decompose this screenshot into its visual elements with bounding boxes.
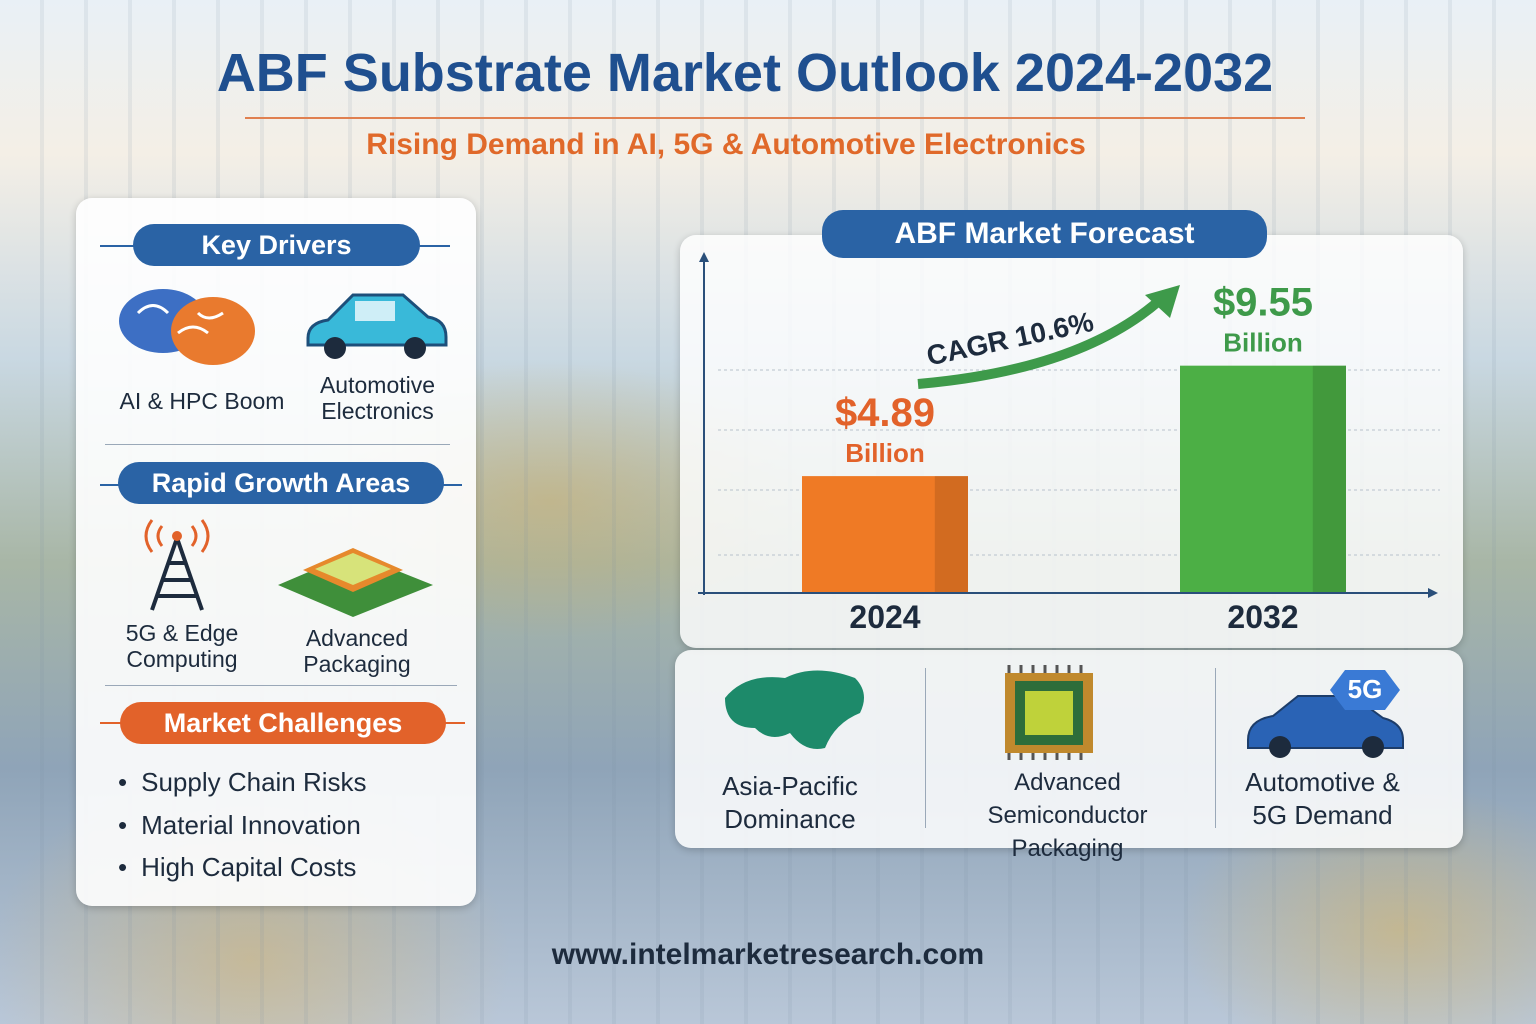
growth-arrow — [917, 296, 1164, 389]
driver-label: AI & HPC Boom — [119, 388, 285, 414]
challenges-heading: Market Challenges — [120, 702, 446, 744]
5g-badge: 5G — [1347, 674, 1383, 704]
highlight-label: Automotive & 5G Demand — [1245, 767, 1400, 830]
car-icon — [306, 293, 448, 359]
bar-shade — [1312, 365, 1346, 592]
key-drivers-heading: Key Drivers — [133, 224, 420, 266]
brain-icon — [119, 289, 255, 365]
data-label-value: $4.89 — [835, 391, 935, 435]
driver-label: Automotive Electronics — [319, 372, 436, 424]
bar-2032 — [1180, 365, 1346, 592]
bar-shade — [934, 476, 968, 592]
challenge-item: High Capital Costs — [118, 852, 356, 883]
chip-icon — [1005, 665, 1093, 760]
x-tick-label: 2032 — [1227, 599, 1298, 635]
growth-heading: Rapid Growth Areas — [118, 462, 444, 504]
challenge-item: Supply Chain Risks — [118, 767, 366, 798]
divider — [105, 685, 457, 686]
chart-title: ABF Market Forecast — [822, 210, 1267, 258]
x-tick-label: 2024 — [849, 599, 920, 635]
bar-2024 — [802, 476, 968, 592]
data-label-unit: Billion — [845, 438, 924, 468]
y-axis-arrow — [699, 252, 709, 262]
page-subtitle: Rising Demand in AI, 5G & Automotive Ele… — [366, 128, 1086, 161]
car-5g-icon — [1247, 670, 1404, 758]
growth-arrow-head — [1145, 285, 1180, 318]
x-axis-arrow — [1428, 588, 1438, 598]
website-url: www.intelmarketresearch.com — [551, 938, 985, 971]
page-title: ABF Substrate Market Outlook 2024-2032 — [216, 43, 1274, 103]
chip-package-icon — [278, 548, 433, 617]
challenge-item: Material Innovation — [118, 810, 361, 841]
divider — [925, 668, 926, 828]
cagr-annotation: CAGR 10.6% — [924, 306, 1096, 372]
growth-label: Advanced Packaging — [303, 625, 411, 677]
highlight-label: Advanced Semiconductor Packaging — [987, 769, 1148, 862]
asia-map-icon — [725, 670, 864, 749]
title-divider — [245, 117, 1305, 119]
divider — [1215, 668, 1216, 828]
divider — [105, 444, 450, 445]
growth-label: 5G & Edge Computing — [125, 620, 239, 672]
data-label-value: $9.55 — [1213, 281, 1313, 325]
cell-tower-icon — [144, 519, 210, 611]
highlight-label: Asia-Pacific Dominance — [722, 771, 858, 834]
data-label-unit: Billion — [1223, 328, 1302, 358]
